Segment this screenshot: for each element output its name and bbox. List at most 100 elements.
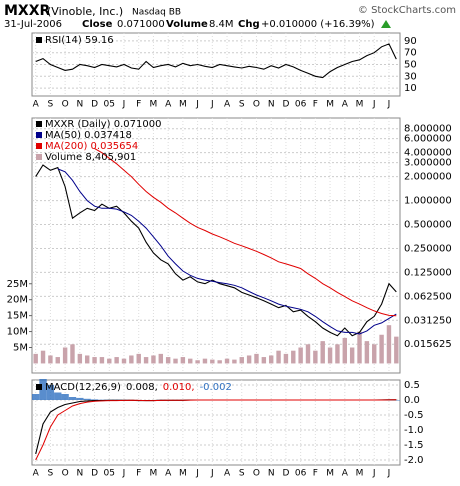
volume-bar	[77, 353, 83, 364]
x-tick-label: M	[179, 100, 187, 110]
volume-bar	[320, 341, 325, 364]
x-tick-label: J	[122, 469, 126, 479]
date: 31-Jul-2006	[4, 19, 62, 30]
x-tick-label: M	[356, 469, 364, 479]
x-tick-label: N	[76, 100, 83, 110]
volume-bar	[276, 350, 281, 364]
x-tick-label: J	[372, 100, 376, 110]
volume-bar	[165, 357, 171, 364]
y-tick-label: 0.062500	[404, 291, 452, 302]
x-tick-label: N	[268, 469, 275, 479]
volume-bar	[357, 331, 362, 364]
y-tick-label: 1.000000	[404, 196, 452, 207]
volume-bar	[40, 350, 46, 364]
x-tick-label: O	[62, 100, 69, 110]
legend-swatch	[36, 121, 42, 127]
x-tick-label: S	[48, 469, 54, 479]
volume-bar	[136, 353, 141, 364]
volume-bar	[232, 359, 237, 364]
y-tick-label: 0.250000	[404, 243, 452, 254]
volume-bar	[291, 350, 296, 364]
volume-bar	[394, 336, 399, 364]
x-tick-label: M	[179, 469, 187, 479]
volume-bar	[195, 360, 200, 364]
x-tick-label: J	[387, 469, 391, 479]
legend-entry: 0.008,	[126, 382, 158, 393]
y-tick-label: 70	[404, 48, 417, 59]
x-tick-label: A	[165, 100, 172, 110]
volume-bar	[210, 359, 215, 364]
legend-swatch	[36, 37, 42, 43]
volume-bar	[70, 344, 75, 364]
volume-bar	[327, 347, 333, 364]
x-tick-label: A	[33, 469, 40, 479]
x-tick-label: A	[165, 469, 172, 479]
x-tick-label: N	[76, 469, 83, 479]
histogram-bar	[54, 392, 62, 400]
x-tick-label: 06	[295, 469, 307, 479]
y-tick-label: 0.500000	[404, 220, 452, 231]
x-tick-label: A	[342, 100, 349, 110]
legend-swatch	[36, 154, 42, 160]
volume-bar	[188, 358, 193, 364]
y-tick-label: 0.031250	[404, 315, 452, 326]
x-tick-label: 05	[104, 469, 115, 479]
x-tick-label: 06	[295, 100, 307, 110]
volume-bar	[84, 355, 90, 364]
series-line	[94, 148, 397, 317]
volume-bar	[92, 357, 97, 364]
x-tick-label: A	[33, 100, 40, 110]
histogram-bar	[46, 385, 55, 400]
symbol: MXXR	[4, 3, 51, 19]
series-line	[57, 168, 397, 335]
y-tick-label: 6.000000	[404, 134, 452, 145]
legend-title: MACD(12,26,9)	[45, 382, 121, 393]
x-tick-label: F	[313, 469, 318, 479]
histogram-bar	[90, 399, 99, 400]
y-tick-label: 8.000000	[404, 124, 452, 135]
y2-tick-label: 5M	[13, 343, 28, 354]
y-tick-label: 0.015625	[404, 339, 452, 350]
volume-bar	[143, 357, 149, 364]
series-line	[35, 399, 397, 461]
company-name: (Vinoble, Inc.)	[47, 5, 123, 18]
y-tick-label: -2.0	[404, 455, 424, 466]
volume-value: 8.4M	[209, 19, 234, 30]
change-label: Chg	[238, 19, 260, 30]
histogram-bar	[392, 400, 400, 401]
panel	[31, 379, 401, 466]
y-tick-label: 2.000000	[404, 172, 452, 183]
volume-bar	[305, 344, 311, 364]
y-tick-label: 0.0	[404, 395, 420, 406]
x-tick-label: O	[253, 100, 260, 110]
x-tick-label: J	[122, 100, 126, 110]
volume-bar	[379, 334, 384, 364]
x-tick-label: M	[326, 100, 334, 110]
x-tick-label: N	[268, 100, 275, 110]
legend-entry: MXXR (Daily) 0.071000	[45, 119, 161, 130]
x-tick-label: O	[62, 469, 69, 479]
up-arrow	[381, 20, 391, 28]
x-tick-label: D	[91, 100, 98, 110]
y-tick-label: 4.000000	[404, 148, 452, 159]
x-tick-label: M	[326, 469, 334, 479]
y2-tick-label: 25M	[7, 279, 28, 290]
legend-entry: Volume 8,405,901	[45, 152, 136, 163]
legend-entry: -0.002	[200, 382, 232, 393]
main-line	[35, 43, 397, 79]
legend-entry: MA(200) 0.035654	[45, 141, 138, 152]
volume-bar	[173, 358, 178, 364]
volume-bar	[313, 350, 318, 364]
legend-swatch	[36, 384, 42, 390]
histogram-bar	[32, 394, 40, 400]
y2-tick-label: 20M	[7, 295, 28, 306]
close-label: Close	[82, 19, 113, 30]
volume-bar	[158, 353, 164, 364]
y-tick-label: 90	[404, 36, 417, 47]
volume-bar	[364, 341, 370, 364]
histogram-bar	[83, 398, 91, 400]
volume-label: Volume	[166, 19, 208, 30]
volume-bar	[335, 344, 340, 364]
volume-bar	[261, 357, 267, 364]
